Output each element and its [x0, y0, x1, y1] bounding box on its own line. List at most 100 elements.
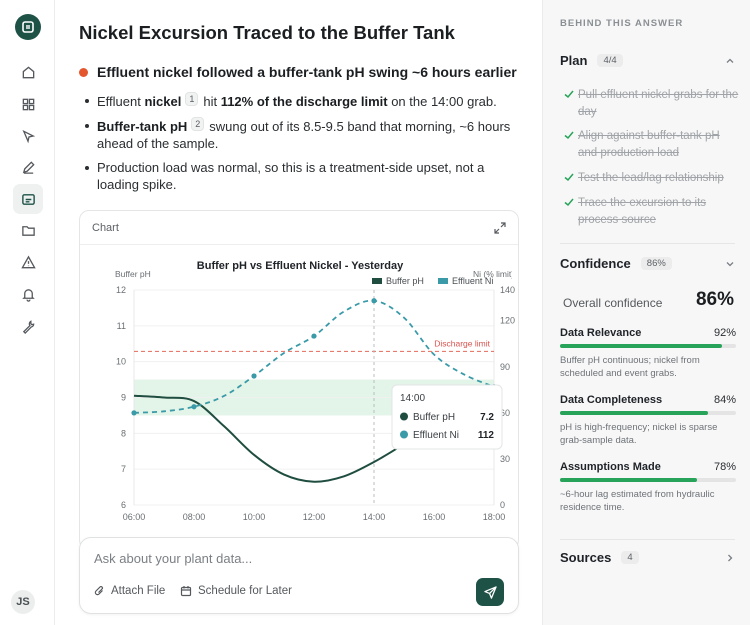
finding-text: swung out of its 8.5-9.5 band that morni… — [97, 119, 511, 151]
y-right-tick-label: 140 — [500, 285, 515, 295]
send-button[interactable] — [476, 578, 504, 606]
chart-svg: Buffer pH vs Effluent Nickel - Yesterday… — [115, 260, 515, 522]
x-tick-label: 12:00 — [303, 512, 326, 522]
plan-step: Test the lead/lag relationship — [560, 170, 740, 187]
edit-icon[interactable] — [13, 152, 43, 182]
status-dot — [79, 67, 88, 77]
series-point-effluent-ni — [251, 373, 257, 379]
y-left-tick-label: 12 — [116, 285, 126, 295]
y-left-tick-label: 10 — [116, 357, 126, 367]
finding-keyword: nickel — [144, 94, 182, 109]
confidence-metric: Data Relevance 92% Buffer pH continuous; … — [560, 327, 736, 380]
main-content: Nickel Excursion Traced to the Buffer Ta… — [55, 0, 542, 625]
plan-step-label: Pull effluent nickel grabs for the day — [578, 89, 739, 118]
y-left-tick-label: 7 — [121, 464, 126, 474]
attach-file-label: Attach File — [111, 585, 166, 597]
series-point-effluent-ni — [371, 298, 377, 304]
x-tick-label: 16:00 — [423, 512, 446, 522]
x-tick-label: 06:00 — [123, 512, 146, 522]
check-icon — [564, 131, 574, 140]
confidence-section-header[interactable]: Confidence 86% — [560, 256, 735, 271]
chevron-up-icon[interactable] — [725, 56, 735, 66]
legend-label-ni: Effluent Ni — [452, 276, 493, 286]
finding-item: Production load was normal, so this is a… — [85, 159, 525, 193]
headline-text: Effluent nickel followed a buffer-tank p… — [97, 64, 517, 80]
legend-swatch-ni — [438, 278, 448, 284]
metric-name: Data Relevance — [560, 327, 642, 339]
finding-text: hit — [203, 94, 221, 109]
finding-keyword: 112% of the discharge limit — [220, 94, 388, 109]
finding-keyword: Buffer-tank pH — [97, 119, 188, 134]
chat-composer: Ask about your plant data... Attach File… — [79, 537, 519, 614]
tooltip-row-value: 7.2 — [480, 412, 494, 423]
series-point-effluent-ni — [131, 410, 137, 416]
send-icon — [483, 585, 497, 599]
metric-note: pH is high-frequency; nickel is sparse g… — [560, 422, 718, 446]
wrench-icon[interactable] — [13, 311, 43, 341]
schedule-label: Schedule for Later — [198, 585, 292, 597]
expand-icon[interactable] — [494, 221, 506, 234]
chevron-down-icon[interactable] — [725, 259, 735, 269]
alert-icon[interactable] — [13, 247, 43, 277]
citation-badge[interactable]: 1 — [185, 92, 199, 106]
legend-label-ph: Buffer pH — [386, 276, 424, 286]
x-tick-label: 18:00 — [483, 512, 506, 522]
plan-step: Pull effluent nickel grabs for the day — [560, 87, 740, 121]
metric-note: Buffer pH continuous; nickel from schedu… — [560, 355, 700, 379]
check-icon — [564, 173, 574, 182]
y-right-tick-label: 0 — [500, 500, 505, 510]
finding-text: Effluent — [97, 94, 145, 109]
tooltip-swatch — [400, 412, 408, 421]
folder-icon[interactable] — [13, 215, 43, 245]
y-right-tick-label: 60 — [500, 408, 510, 418]
left-rail: JS — [0, 0, 55, 625]
chat-icon[interactable] — [13, 184, 43, 214]
panel-eyebrow: BEHIND THIS ANSWER — [560, 18, 684, 29]
dashboard-icon[interactable] — [13, 89, 43, 119]
calendar-icon — [180, 586, 192, 597]
plan-step: Align against buffer-tank pH and product… — [560, 128, 740, 162]
citation-badge[interactable]: 2 — [191, 117, 205, 131]
plan-badge: 4/4 — [597, 54, 623, 67]
chart-card-header: Chart — [80, 211, 518, 245]
chart-card: Chart Buffer pH vs Effluent Nickel - Yes… — [79, 210, 519, 550]
app-logo[interactable] — [15, 14, 41, 40]
finding-item: Effluent nickel 1 hit 112% of the discharg… — [85, 92, 525, 110]
metric-bar-fill — [560, 478, 698, 482]
plan-step-label: Trace the excursion to its process sourc… — [578, 197, 707, 226]
plan-step-label: Test the lead/lag relationship — [578, 172, 724, 184]
sources-section-header[interactable]: Sources 4 — [560, 550, 735, 565]
plan-section-header[interactable]: Plan 4/4 — [560, 53, 735, 68]
y-left-tick-label: 6 — [121, 500, 126, 510]
overall-confidence-label: Overall confidence — [563, 296, 663, 310]
attach-file-button[interactable]: Attach File — [94, 585, 165, 597]
home-icon[interactable] — [13, 57, 43, 87]
paperclip-icon — [94, 586, 103, 596]
metric-bar — [560, 478, 736, 482]
sources-label: Sources — [560, 550, 612, 565]
bell-icon[interactable] — [13, 279, 43, 309]
plan-step-label: Align against buffer-tank pH and product… — [578, 130, 720, 159]
user-avatar[interactable]: JS — [11, 590, 35, 614]
schedule-button[interactable]: Schedule for Later — [180, 585, 292, 597]
metric-bar — [560, 411, 736, 415]
check-icon — [564, 198, 574, 207]
metric-bar-fill — [560, 344, 722, 348]
finding-text: Production load was normal, so this is a… — [97, 160, 485, 192]
x-tick-label: 14:00 — [363, 512, 386, 522]
chat-input[interactable]: Ask about your plant data... — [94, 551, 253, 566]
x-tick-label: 10:00 — [243, 512, 266, 522]
answer-headline: Effluent nickel followed a buffer-tank p… — [79, 64, 517, 80]
chevron-right-icon[interactable] — [725, 553, 735, 563]
metric-bar-fill — [560, 411, 708, 415]
metric-note: ~6-hour lag estimated from hydraulic res… — [560, 489, 715, 513]
y-left-tick-label: 8 — [121, 428, 126, 438]
y-right-tick-label: 120 — [500, 316, 515, 326]
navigate-icon[interactable] — [13, 121, 43, 151]
chart-card-label: Chart — [92, 221, 119, 234]
y-right-tick-label: 30 — [500, 454, 510, 464]
finding-list: Effluent nickel 1 hit 112% of the discharg… — [85, 92, 525, 200]
section-divider — [560, 539, 735, 540]
tooltip-row-label: Effluent Ni — [413, 430, 459, 441]
tooltip-time: 14:00 — [400, 393, 425, 404]
